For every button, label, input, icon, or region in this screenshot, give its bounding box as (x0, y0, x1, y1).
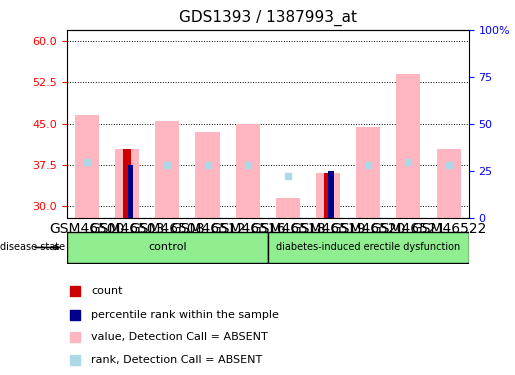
Bar (156, 121, 179, 218)
Bar (115, 148, 139, 217)
Bar (329, 171, 334, 217)
Bar (236, 124, 260, 218)
Text: control: control (148, 243, 187, 252)
Text: disease state: disease state (0, 243, 65, 252)
Bar (75, 116, 99, 218)
Bar (356, 126, 380, 218)
Bar (437, 148, 460, 217)
Text: value, Detection Call = ABSENT: value, Detection Call = ABSENT (91, 332, 268, 342)
Text: count: count (91, 286, 123, 296)
Text: diabetes-induced erectile dysfunction: diabetes-induced erectile dysfunction (276, 243, 460, 252)
Text: percentile rank within the sample: percentile rank within the sample (91, 310, 279, 320)
FancyBboxPatch shape (67, 232, 268, 262)
Text: rank, Detection Call = ABSENT: rank, Detection Call = ABSENT (91, 354, 262, 364)
Bar (397, 74, 420, 217)
Bar (276, 198, 300, 217)
Bar (123, 148, 131, 217)
Bar (196, 132, 219, 218)
Title: GDS1393 / 1387993_at: GDS1393 / 1387993_at (179, 10, 357, 26)
Bar (128, 165, 133, 218)
Bar (316, 173, 340, 217)
FancyBboxPatch shape (268, 232, 469, 262)
Bar (324, 173, 332, 217)
